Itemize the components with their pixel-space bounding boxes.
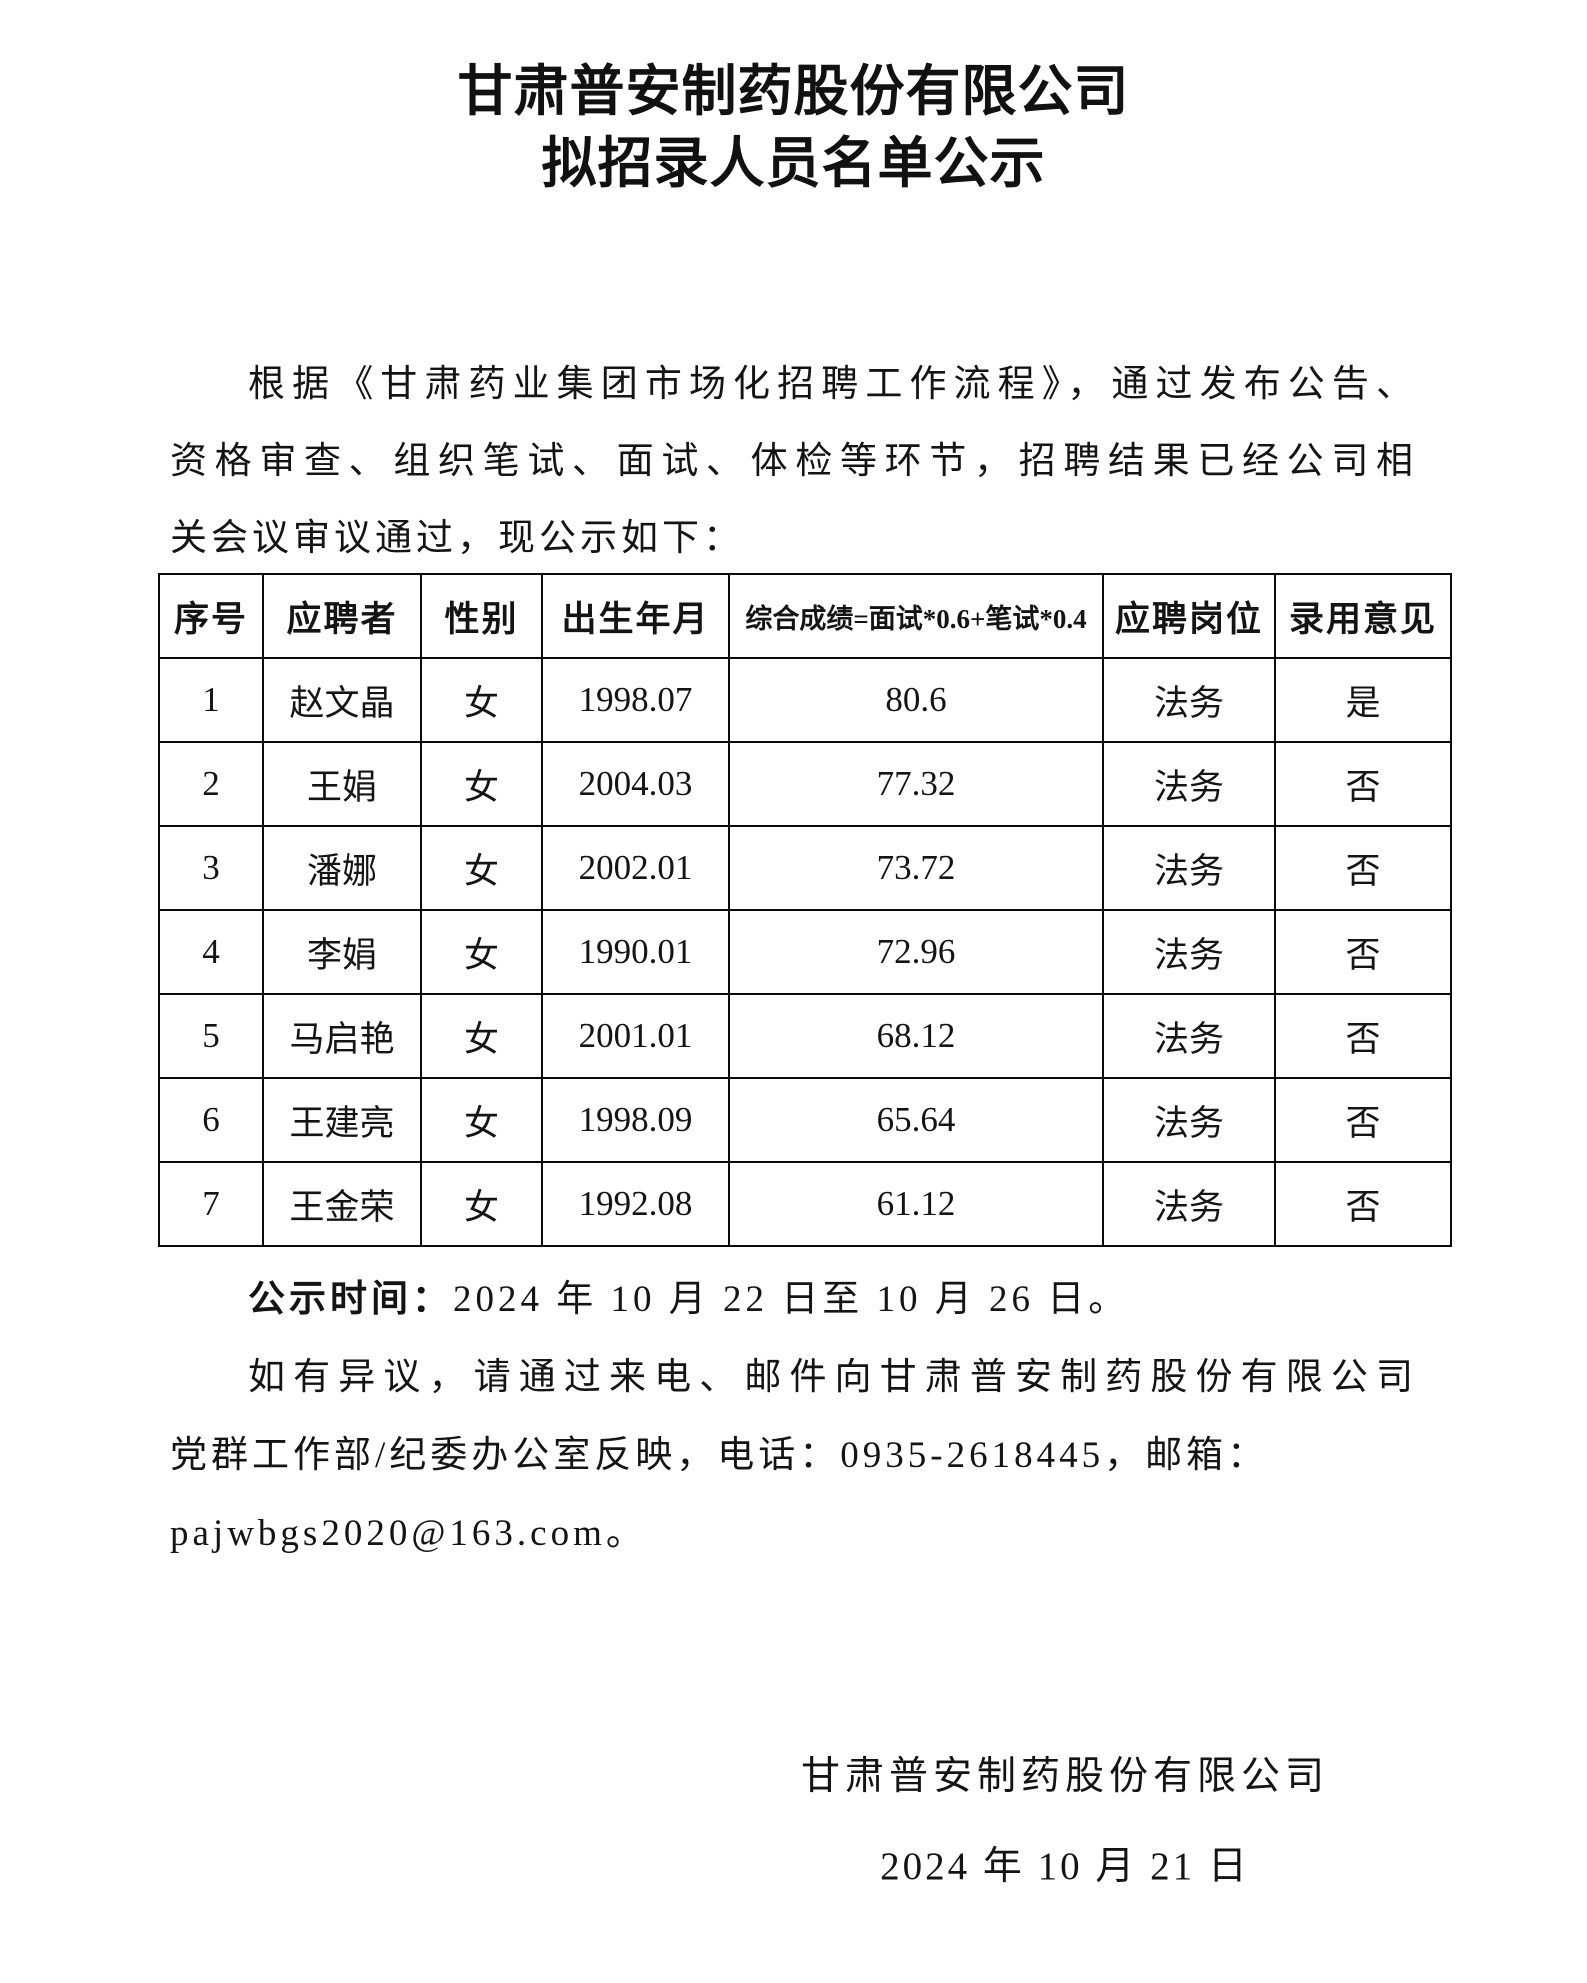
cell-position: 法务 [1102, 657, 1276, 743]
cell-opinion: 否 [1274, 741, 1452, 827]
table-row: 4 李娟 女 1990.01 72.96 法务 否 [158, 909, 1452, 995]
cell-opinion: 是 [1274, 657, 1452, 743]
cell-score: 68.12 [728, 993, 1104, 1079]
notice-section: 公示时间：2024 年 10 月 22 日至 10 月 26 日。 如有异议，请… [170, 1261, 1417, 1573]
cell-index: 5 [158, 993, 264, 1079]
cell-score: 61.12 [728, 1161, 1104, 1247]
cell-birth: 1992.08 [541, 1161, 730, 1247]
column-header-name: 应聘者 [262, 573, 422, 659]
table-header-row: 序号 应聘者 性别 出生年月 综合成绩=面试*0.6+笔试*0.4 应聘岗位 录… [158, 573, 1452, 659]
column-header-index: 序号 [158, 573, 264, 659]
cell-gender: 女 [420, 1077, 543, 1163]
cell-birth: 2004.03 [541, 741, 730, 827]
cell-birth: 2002.01 [541, 825, 730, 911]
intro-line-2: 资格审查、组织笔试、面试、体检等环节，招聘结果已经公司相 [170, 441, 1417, 482]
column-header-opinion: 录用意见 [1274, 573, 1452, 659]
cell-opinion: 否 [1274, 1077, 1452, 1163]
cell-opinion: 否 [1274, 825, 1452, 911]
contact-line-2: 党群工作部/纪委办公室反映，电话：0935-2618445，邮箱： [170, 1435, 1269, 1476]
signature-company: 甘肃普安制药股份有限公司 [800, 1755, 1329, 1798]
intro-line-1: 根据《甘肃药业集团市场化招聘工作流程》，通过发布公告、 [248, 364, 1417, 405]
cell-birth: 1998.07 [541, 657, 730, 743]
contact-line-1: 如有异议，请通过来电、邮件向甘肃普安制药股份有限公司 [248, 1357, 1417, 1398]
intro-paragraph: 根据《甘肃药业集团市场化招聘工作流程》，通过发布公告、 资格审查、组织笔试、面试… [170, 346, 1417, 577]
cell-gender: 女 [420, 909, 543, 995]
publicity-period-label: 公示时间： [248, 1279, 453, 1320]
column-header-position: 应聘岗位 [1102, 573, 1276, 659]
column-header-gender: 性别 [420, 573, 543, 659]
cell-score: 65.64 [728, 1077, 1104, 1163]
table-row: 6 王建亮 女 1998.09 65.64 法务 否 [158, 1077, 1452, 1163]
column-header-birth: 出生年月 [541, 573, 730, 659]
cell-index: 3 [158, 825, 264, 911]
table-row: 7 王金荣 女 1992.08 61.12 法务 否 [158, 1161, 1452, 1247]
contact-email-line: pajwbgs2020@163.com。 [170, 1513, 647, 1554]
table-row: 1 赵文晶 女 1998.07 80.6 法务 是 [158, 657, 1452, 743]
cell-index: 7 [158, 1161, 264, 1247]
cell-gender: 女 [420, 657, 543, 743]
signature-block: 甘肃普安制药股份有限公司 2024 年 10 月 21 日 [801, 1751, 1329, 1893]
cell-birth: 2001.01 [541, 993, 730, 1079]
cell-name: 马启艳 [262, 993, 422, 1079]
cell-birth: 1998.09 [541, 1077, 730, 1163]
cell-index: 4 [158, 909, 264, 995]
cell-gender: 女 [420, 993, 543, 1079]
cell-position: 法务 [1102, 909, 1276, 995]
cell-score: 73.72 [728, 825, 1104, 911]
publicity-period-value: 2024 年 10 月 22 日至 10 月 26 日。 [453, 1279, 1130, 1320]
cell-index: 1 [158, 657, 264, 743]
table-row: 2 王娟 女 2004.03 77.32 法务 否 [158, 741, 1452, 827]
title-line-2: 拟招录人员名单公示 [541, 133, 1046, 194]
cell-gender: 女 [420, 741, 543, 827]
cell-name: 王金荣 [262, 1161, 422, 1247]
cell-index: 2 [158, 741, 264, 827]
document-title: 甘肃普安制药股份有限公司 拟招录人员名单公示 [170, 56, 1417, 200]
cell-position: 法务 [1102, 825, 1276, 911]
publicity-period-line: 公示时间：2024 年 10 月 22 日至 10 月 26 日。 [170, 1261, 1417, 1339]
cell-position: 法务 [1102, 1077, 1276, 1163]
cell-gender: 女 [420, 1161, 543, 1247]
cell-position: 法务 [1102, 1161, 1276, 1247]
column-header-score: 综合成绩=面试*0.6+笔试*0.4 [728, 573, 1104, 659]
table-row: 5 马启艳 女 2001.01 68.12 法务 否 [158, 993, 1452, 1079]
cell-score: 80.6 [728, 657, 1104, 743]
intro-line-3: 关会议审议通过，现公示如下： [170, 518, 744, 559]
cell-name: 赵文晶 [262, 657, 422, 743]
cell-score: 77.32 [728, 741, 1104, 827]
cell-birth: 1990.01 [541, 909, 730, 995]
cell-opinion: 否 [1274, 993, 1452, 1079]
cell-name: 李娟 [262, 909, 422, 995]
cell-position: 法务 [1102, 993, 1276, 1079]
cell-name: 王建亮 [262, 1077, 422, 1163]
signature-date: 2024 年 10 月 21 日 [880, 1845, 1250, 1888]
cell-position: 法务 [1102, 741, 1276, 827]
table-row: 3 潘娜 女 2002.01 73.72 法务 否 [158, 825, 1452, 911]
cell-name: 王娟 [262, 741, 422, 827]
cell-score: 72.96 [728, 909, 1104, 995]
title-line-1: 甘肃普安制药股份有限公司 [457, 61, 1130, 122]
cell-gender: 女 [420, 825, 543, 911]
cell-opinion: 否 [1274, 1161, 1452, 1247]
recruitment-result-table: 序号 应聘者 性别 出生年月 综合成绩=面试*0.6+笔试*0.4 应聘岗位 录… [158, 573, 1452, 1247]
cell-opinion: 否 [1274, 909, 1452, 995]
cell-name: 潘娜 [262, 825, 422, 911]
announcement-document: 甘肃普安制药股份有限公司 拟招录人员名单公示 根据《甘肃药业集团市场化招聘工作流… [158, 56, 1452, 1893]
cell-index: 6 [158, 1077, 264, 1163]
